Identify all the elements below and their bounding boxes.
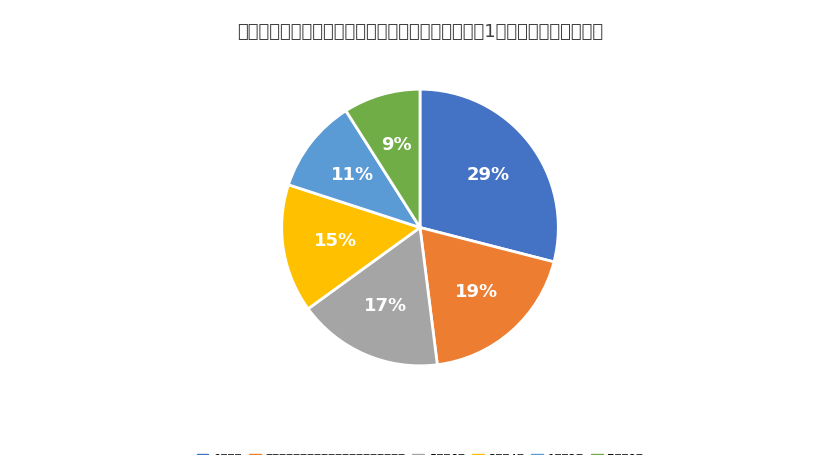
Wedge shape [288, 111, 420, 228]
Text: 19%: 19% [455, 283, 498, 301]
Wedge shape [308, 228, 438, 366]
Text: 9%: 9% [381, 136, 412, 154]
Text: 29%: 29% [466, 166, 509, 184]
Wedge shape [281, 185, 420, 309]
Wedge shape [420, 89, 559, 262]
Text: 17%: 17% [365, 297, 407, 315]
Text: 仕事中（休憩時間も含む）に吸うタバコの本数は、1日あたり何本ですか？: 仕事中（休憩時間も含む）に吸うタバコの本数は、1日あたり何本ですか？ [237, 23, 603, 41]
Text: 15%: 15% [313, 232, 357, 250]
Wedge shape [420, 228, 554, 365]
Text: 11%: 11% [331, 166, 374, 184]
Legend: 9本以上, 仕事中は休憩時間も含めてタバコを吸わない, 5本〜6本, 3本〜4本, 1本〜2本, 7本〜8本: 9本以上, 仕事中は休憩時間も含めてタバコを吸わない, 5本〜6本, 3本〜4本… [192, 448, 648, 455]
Wedge shape [346, 89, 420, 228]
